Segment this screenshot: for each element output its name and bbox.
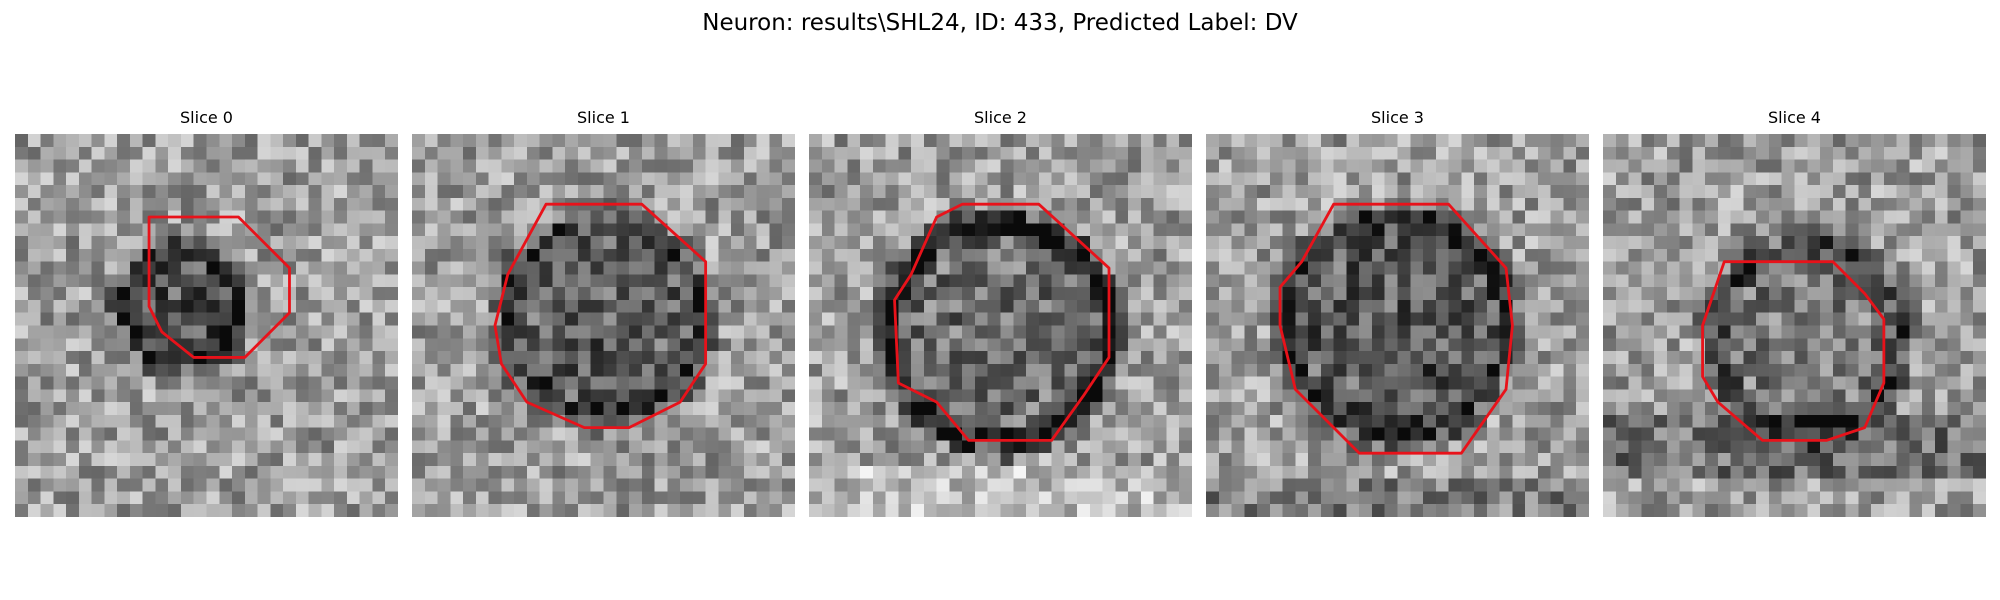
slice-image-1	[412, 134, 795, 517]
roi-contour	[893, 202, 1111, 442]
slice-image-3	[1206, 134, 1589, 517]
slice-panel-1: Slice 1	[412, 108, 795, 517]
roi-contour	[493, 202, 708, 430]
slice-image-2	[809, 134, 1192, 517]
roi-contour	[1278, 202, 1514, 455]
pixel-grid	[809, 134, 1192, 517]
slice-panel-4: Slice 4	[1603, 108, 1986, 517]
slice-title-2: Slice 2	[974, 108, 1027, 127]
slice-image-0	[15, 134, 398, 517]
slice-panel-3: Slice 3	[1206, 108, 1589, 517]
pixel-grid	[1206, 134, 1589, 517]
slice-title-4: Slice 4	[1768, 108, 1821, 127]
slice-panel-2: Slice 2	[809, 108, 1192, 517]
slice-title-0: Slice 0	[180, 108, 233, 127]
slice-title-1: Slice 1	[577, 108, 630, 127]
pixel-grid	[15, 134, 398, 517]
pixel-grid	[1603, 134, 1986, 517]
slice-title-3: Slice 3	[1371, 108, 1424, 127]
roi-contour	[1701, 260, 1886, 442]
figure-title: Neuron: results\SHL24, ID: 433, Predicte…	[702, 10, 1298, 36]
slice-image-4	[1603, 134, 1986, 517]
slice-panel-0: Slice 0	[15, 108, 398, 517]
pixel-grid	[412, 134, 795, 517]
roi-contour	[147, 215, 291, 359]
